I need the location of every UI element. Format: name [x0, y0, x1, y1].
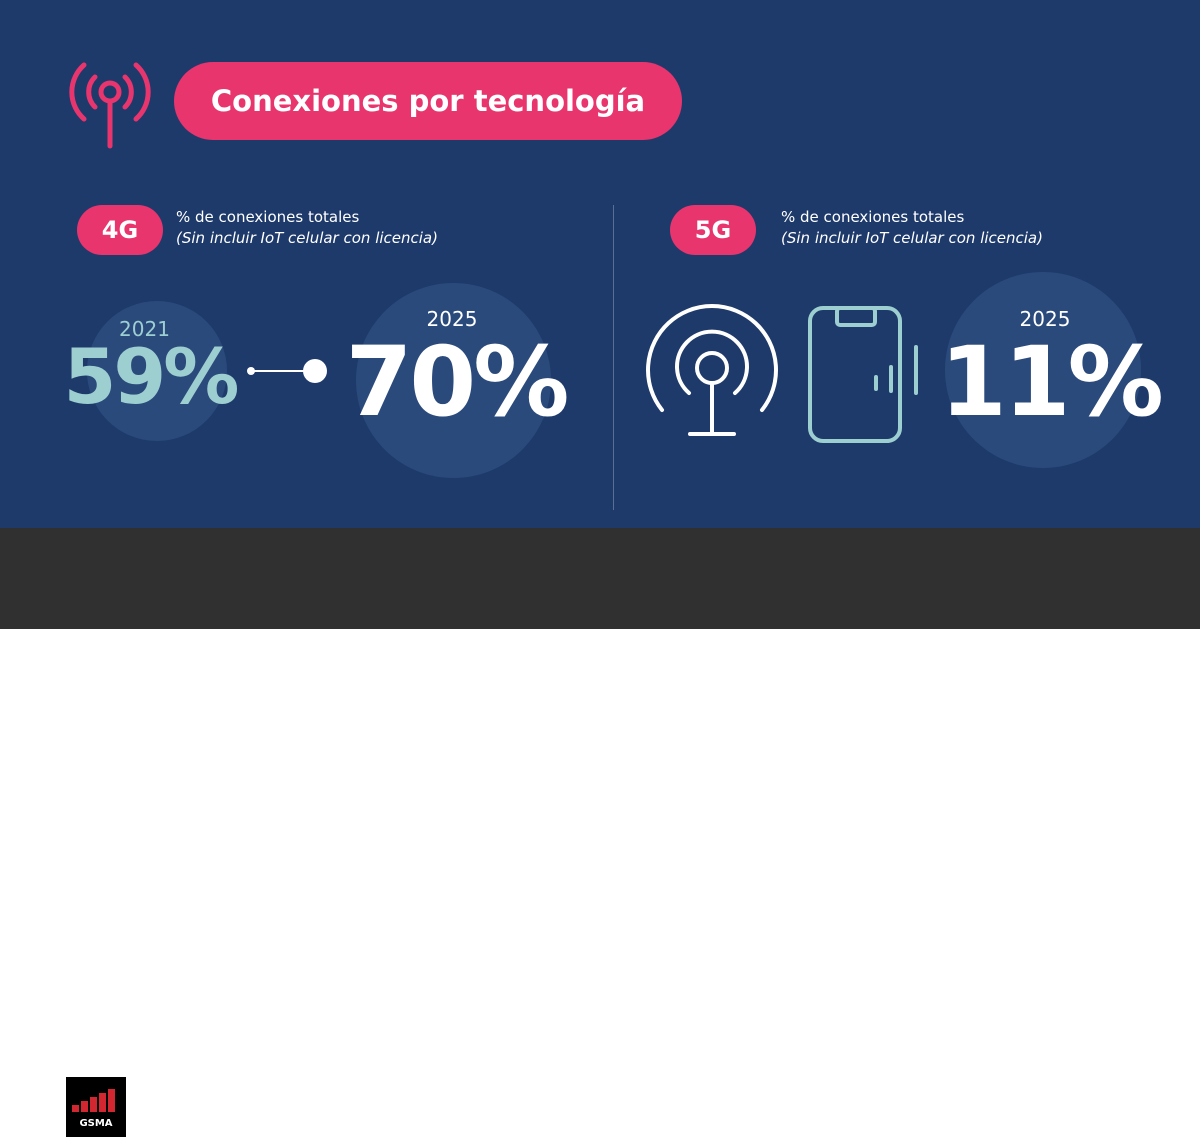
description-5g-line2: (Sin incluir IoT celular con licencia)	[781, 229, 1043, 247]
antenna-signal-icon	[69, 62, 151, 149]
connector-line-icon	[247, 359, 327, 383]
description-4g-line2: (Sin incluir IoT celular con licencia)	[176, 229, 438, 247]
section-divider	[613, 205, 614, 510]
tech-badge-4g: 4G	[77, 205, 163, 255]
page-title: Conexiones por tecnología	[174, 62, 682, 140]
report-url-link[interactable]: www.gsma.com/mobileeconomy/latam/	[757, 1093, 1132, 1115]
main-panel: Conexiones por tecnología 4G % de conexi…	[0, 0, 1200, 528]
year-2021-circle	[87, 301, 227, 441]
year-label-2025-5g: 2025	[1019, 307, 1071, 331]
year-label-2021: 2021	[119, 317, 170, 341]
gsma-logo: GSMA	[66, 1077, 126, 1137]
footer-bar: GSMA La Economía Móvil en América Latina…	[0, 528, 1200, 1137]
gsma-bars-icon: GSMA	[72, 1089, 115, 1129]
description-4g: % de conexiones totales (Sin incluir IoT…	[176, 207, 438, 249]
tech-badge-5g: 5G	[670, 205, 756, 255]
year-2025-circle-4g	[356, 283, 551, 478]
value-2025-4g: 70%	[345, 326, 570, 438]
description-5g: % de conexiones totales (Sin incluir IoT…	[781, 207, 1043, 249]
value-2025-5g: 11%	[940, 326, 1164, 438]
year-2025-circle-5g	[945, 272, 1141, 468]
cell-tower-icon	[646, 304, 778, 436]
year-label-2025-4g: 2025	[426, 307, 478, 331]
description-5g-line1: % de conexiones totales	[781, 208, 965, 226]
value-2021: 59%	[63, 332, 240, 421]
gsma-logo-text: GSMA	[79, 1118, 112, 1129]
smartphone-signal-icon	[808, 306, 918, 443]
report-title: La Economía Móvil en América Latina 2022	[160, 1093, 619, 1115]
description-4g-line1: % de conexiones totales	[176, 208, 360, 226]
